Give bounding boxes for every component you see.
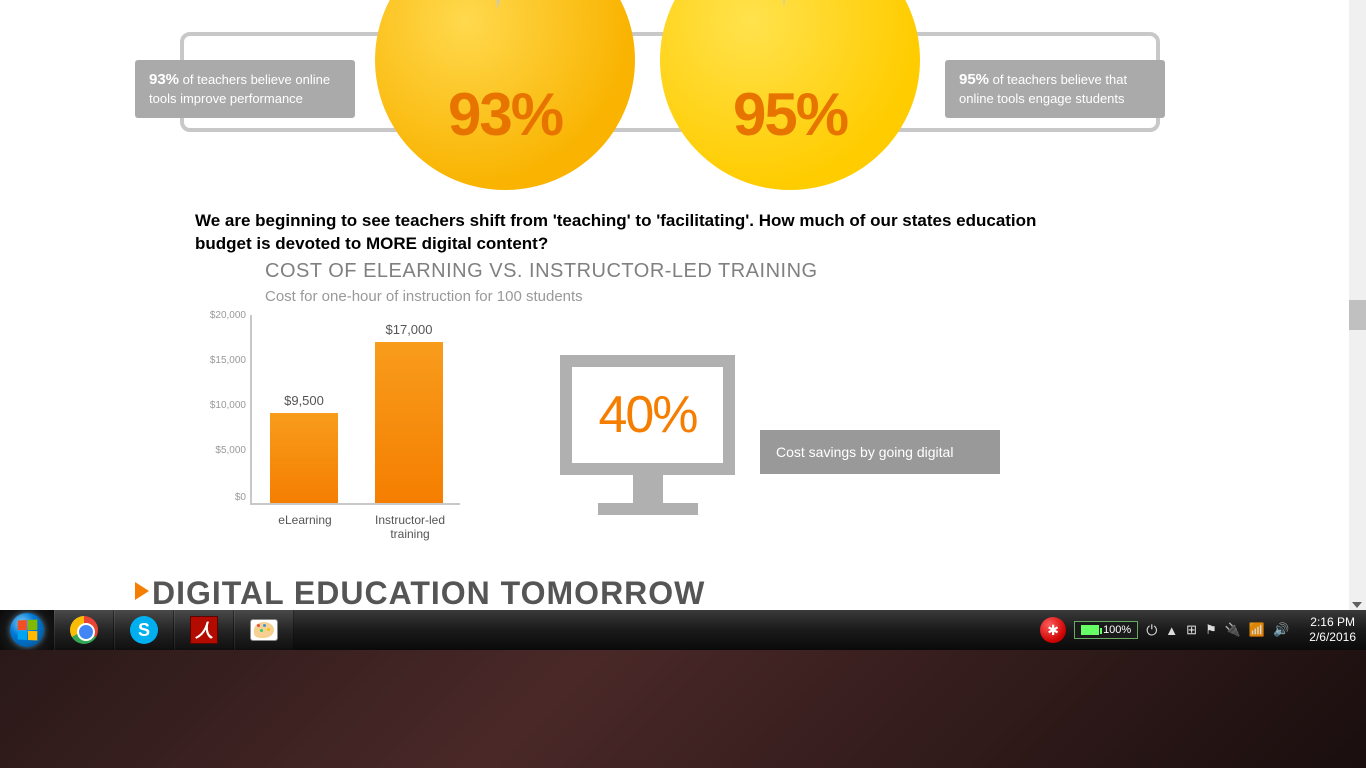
y-tick-10000: $10,000 bbox=[200, 400, 246, 411]
y-tick-20000: $20,000 bbox=[200, 310, 246, 321]
bar-instructor-value: $17,000 bbox=[375, 322, 443, 337]
section-heading: DIGITAL EDUCATION TOMORROW bbox=[152, 575, 705, 612]
battery-indicator[interactable]: 100% bbox=[1074, 621, 1138, 639]
bar-elearning-value: $9,500 bbox=[270, 393, 338, 408]
desktop-background-strip bbox=[0, 650, 1366, 768]
bar-elearning-label: eLearning bbox=[260, 513, 350, 527]
pie-right: 95% bbox=[660, 0, 920, 190]
question-text: We are beginning to see teachers shift f… bbox=[195, 210, 1075, 256]
pie-left-remainder-slice bbox=[486, 0, 514, 11]
browser-content: 93% of teachers believe online tools imp… bbox=[0, 0, 1366, 610]
battery-icon bbox=[1081, 625, 1099, 635]
tray-power-icon[interactable]: 🔌 bbox=[1225, 622, 1241, 638]
tray-flag-icon[interactable]: ⚑ bbox=[1205, 622, 1217, 638]
plug-mode-icon[interactable]: ⏻ bbox=[1146, 622, 1157, 639]
pie-row: 93% of teachers believe online tools imp… bbox=[135, 0, 1205, 200]
pie-left-value: 93% bbox=[375, 80, 635, 149]
pie-left-pct-prefix: 93% bbox=[149, 71, 179, 88]
system-tray: ✱ 100% ⏻ ▲ ⊞ ⚑ 🔌 📶 🔊 2:16 PM 2/6/2016 bbox=[1040, 610, 1366, 650]
scroll-down-icon[interactable] bbox=[1352, 602, 1362, 608]
tray-volume-icon[interactable]: 🔊 bbox=[1273, 622, 1289, 638]
taskbar-paint[interactable] bbox=[234, 610, 294, 650]
cost-chart-title: COST OF ELEARNING VS. INSTRUCTOR-LED TRA… bbox=[265, 260, 818, 283]
cost-chart-section: COST OF ELEARNING VS. INSTRUCTOR-LED TRA… bbox=[200, 260, 1050, 560]
savings-text: Cost savings by going digital bbox=[776, 444, 953, 460]
battery-text: 100% bbox=[1103, 624, 1131, 636]
monitor-screen: 40% bbox=[560, 355, 735, 475]
start-button[interactable] bbox=[0, 610, 54, 650]
y-tick-0: $0 bbox=[200, 492, 246, 503]
taskbar-clock[interactable]: 2:16 PM 2/6/2016 bbox=[1299, 615, 1366, 645]
adobe-reader-icon: 人 bbox=[190, 616, 218, 644]
pie-left: 93% bbox=[375, 0, 635, 190]
windows-orb-icon bbox=[10, 613, 44, 647]
cost-chart-subtitle: Cost for one-hour of instruction for 100… bbox=[265, 288, 583, 305]
monitor-value: 40% bbox=[598, 385, 696, 445]
y-tick-15000: $15,000 bbox=[200, 355, 246, 366]
bar-instructor-label: Instructor-led training bbox=[365, 513, 455, 542]
monitor-base bbox=[598, 503, 698, 515]
savings-box: Cost savings by going digital bbox=[760, 430, 1000, 474]
x-axis bbox=[250, 503, 460, 505]
monitor-graphic: 40% bbox=[560, 355, 735, 515]
tray-network-icon[interactable]: 📶 bbox=[1249, 622, 1265, 638]
tray-up-arrow-icon[interactable]: ▲ bbox=[1165, 623, 1178, 638]
heading-arrow-icon bbox=[135, 582, 149, 600]
pie-right-label: 95% of teachers believe that online tool… bbox=[945, 60, 1165, 118]
taskbar-chrome[interactable] bbox=[54, 610, 114, 650]
tray-app-icon[interactable]: ✱ bbox=[1040, 617, 1066, 643]
monitor-stand bbox=[633, 475, 663, 503]
pie-left-label: 93% of teachers believe online tools imp… bbox=[135, 60, 355, 118]
taskbar-skype[interactable]: S bbox=[114, 610, 174, 650]
bar-elearning: $9,500 bbox=[270, 413, 338, 503]
taskbar-adobe-reader[interactable]: 人 bbox=[174, 610, 234, 650]
scroll-thumb[interactable] bbox=[1349, 300, 1366, 330]
skype-icon: S bbox=[130, 616, 158, 644]
pie-right-remainder-slice bbox=[777, 0, 791, 8]
y-axis bbox=[250, 315, 252, 505]
pie-right-pct-prefix: 95% bbox=[959, 71, 989, 88]
pie-right-value: 95% bbox=[660, 80, 920, 149]
windows-flag-icon bbox=[18, 619, 38, 640]
vertical-scrollbar[interactable] bbox=[1349, 0, 1366, 610]
tray-icons: ⏻ ▲ ⊞ ⚑ 🔌 📶 🔊 bbox=[1146, 622, 1289, 639]
bar-instructor: $17,000 bbox=[375, 342, 443, 503]
windows-taskbar: S 人 ✱ 100% ⏻ ▲ ⊞ ⚑ 🔌 📶 🔊 2:16 PM 2/6/201… bbox=[0, 610, 1366, 650]
clock-date: 2/6/2016 bbox=[1309, 630, 1356, 645]
clock-time: 2:16 PM bbox=[1309, 615, 1356, 630]
cost-bar-chart: $20,000 $15,000 $10,000 $5,000 $0 $9,500… bbox=[200, 315, 480, 525]
paint-icon bbox=[250, 619, 278, 641]
tray-windows-icon[interactable]: ⊞ bbox=[1186, 622, 1197, 638]
chrome-icon bbox=[70, 616, 98, 644]
y-tick-5000: $5,000 bbox=[200, 445, 246, 456]
